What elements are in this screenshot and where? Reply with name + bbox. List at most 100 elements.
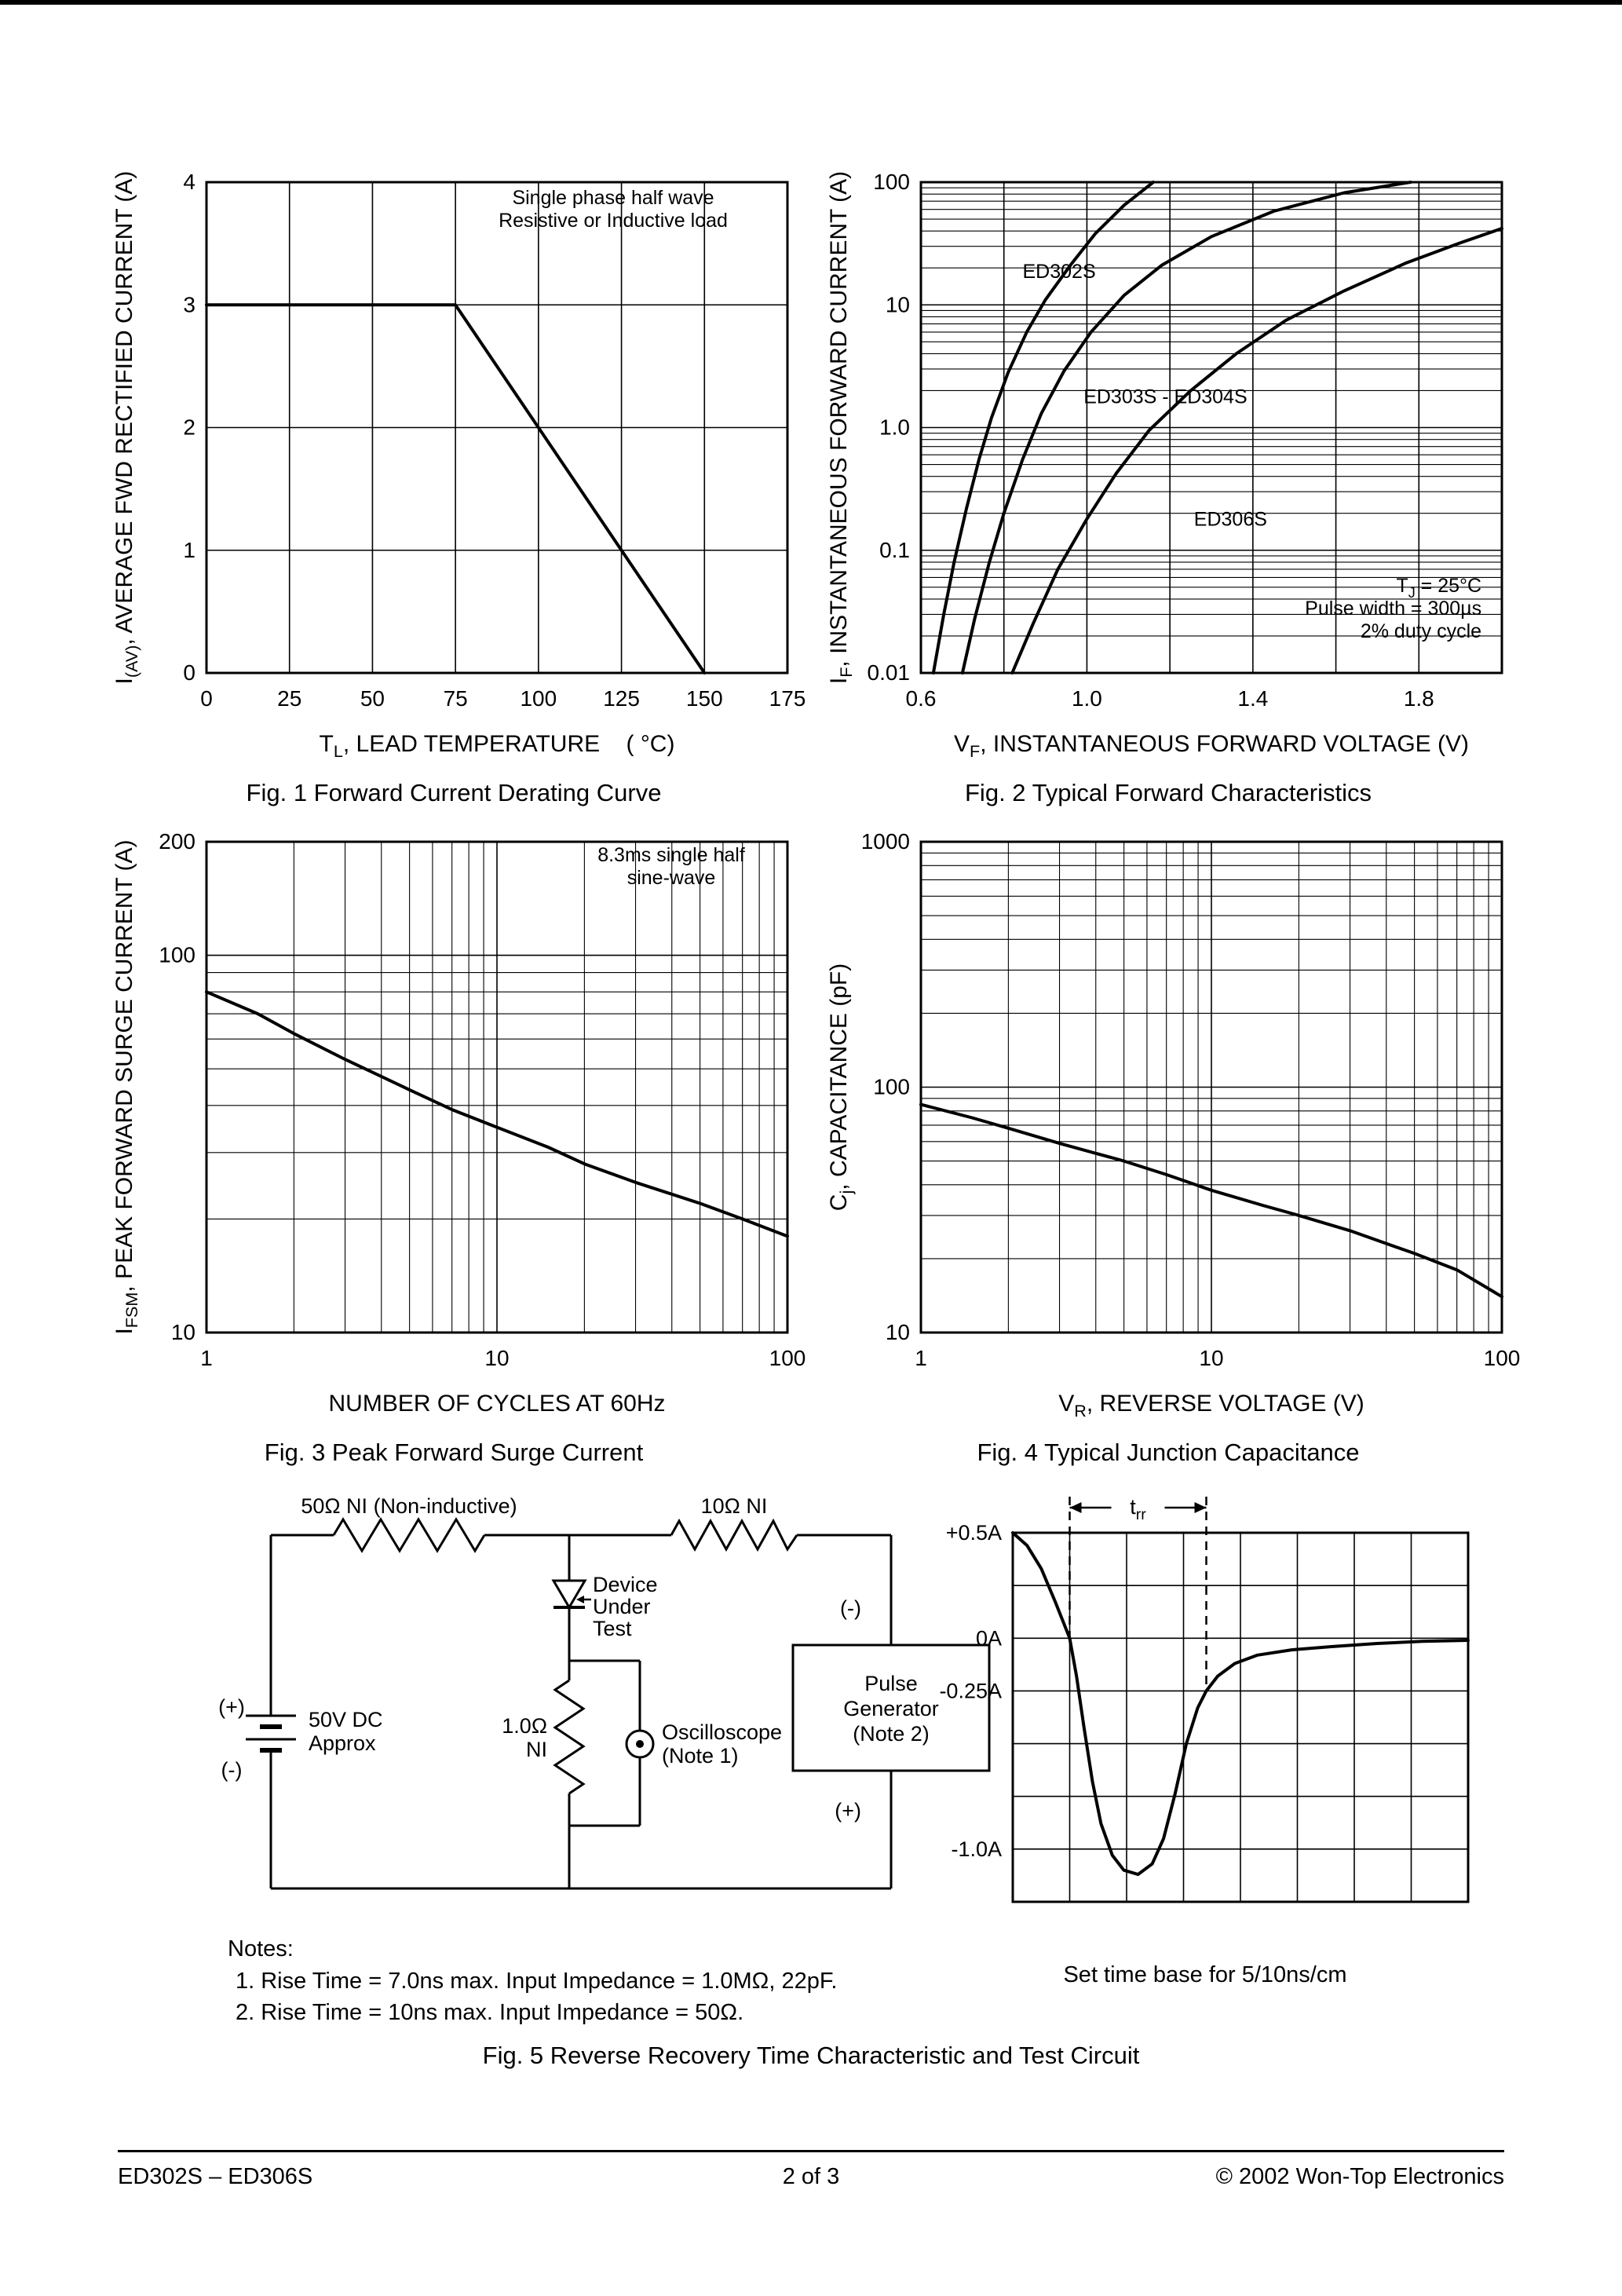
annotation: TJ = 25°C xyxy=(1396,575,1481,601)
y-axis-title: IFSM, PEAK FORWARD SURGE CURRENT (A) xyxy=(111,839,141,1334)
annotation: ED303S - ED304S xyxy=(1083,386,1247,408)
y-tick-label: +0.5A xyxy=(946,1521,1002,1545)
waveform-caption: Set time base for 5/10ns/cm xyxy=(1063,1962,1347,1987)
trr-arrowhead-left xyxy=(1069,1502,1082,1513)
curve-derating xyxy=(205,303,707,675)
x-tick-label: 1.8 xyxy=(1404,686,1434,711)
figure-1: 0 25 50 75 100 125 150 175 0 1 2 3 4 Single phase hal… xyxy=(100,149,807,807)
r1-label: 50Ω NI (Non-inductive) xyxy=(301,1494,517,1518)
plot-border xyxy=(1011,1531,1470,1903)
pg-minus-label: (-) xyxy=(840,1596,861,1620)
dut-label-line1: Device xyxy=(593,1573,658,1596)
battery-minus-label: (-) xyxy=(221,1758,243,1782)
curve-capacitance xyxy=(919,1102,1503,1299)
figure-3: 1 10 100 10 100 200 8.3ms single half sine-wave… xyxy=(100,809,807,1467)
x-tick-label: 50 xyxy=(360,686,385,711)
figure-4: 1 10 100 10 100 1000 VR, REVERSE VOLTAGE (V) Cj… xyxy=(815,809,1522,1467)
test-circuit-diagram: 50Ω NI (Non-inductive) 10Ω NI Device Und… xyxy=(218,1494,991,1890)
y-tick-label: 0.01 xyxy=(868,660,911,685)
trr-arrowhead-right xyxy=(1194,1502,1207,1513)
y-tick-label: 4 xyxy=(183,170,195,194)
curve-surge xyxy=(205,990,789,1238)
battery-plus-label: (+) xyxy=(218,1695,245,1719)
y-axis-title: Cj, CAPACITANCE (pF) xyxy=(826,963,856,1211)
y-tick-label: 10 xyxy=(886,292,910,316)
oscilloscope-label-line2: (Note 1) xyxy=(662,1744,739,1768)
trr-label: trr xyxy=(1130,1495,1146,1523)
x-tick-label: 0 xyxy=(200,686,213,711)
fig1-caption: Fig. 1 Forward Current Derating Curve xyxy=(246,779,662,806)
annotation: 8.3ms single half xyxy=(597,844,745,866)
diode-device-under-test xyxy=(551,1579,587,1610)
y-axis-title: I(AV), AVERAGE FWD RECTIFIED CURRENT (A) xyxy=(111,171,141,685)
x-tick-label: 125 xyxy=(603,686,640,711)
y-tick-label: 3 xyxy=(183,292,195,316)
y-tick-label: 0 xyxy=(183,660,195,685)
x-tick-label: 1.0 xyxy=(1072,686,1102,711)
x-axis-title: NUMBER OF CYCLES AT 60Hz xyxy=(329,1391,666,1417)
y-axis-title: IF, INSTANTANEOUS FORWARD CURRENT (A) xyxy=(826,171,856,684)
recovery-curve xyxy=(1011,1531,1470,1877)
footer: ED302S – ED306S 2 of 3 © 2002 Won-Top El… xyxy=(118,2164,1504,2195)
dut-label-line3: Test xyxy=(593,1617,632,1640)
fig2-chart: 0.6 1.0 1.4 1.8 0.01 0.1 1.0 10 100 ED302S ED303S … xyxy=(826,170,1503,761)
annotation: sine-wave xyxy=(627,867,716,889)
x-tick-label: 1 xyxy=(200,1346,213,1370)
note-2: 2. Rise Time = 10ns max. Input Impedance… xyxy=(236,2000,744,2026)
x-tick-label: 10 xyxy=(1199,1346,1223,1370)
x-axis-title: VF, INSTANTANEOUS FORWARD VOLTAGE (V) xyxy=(954,731,1469,761)
circuit-wiring xyxy=(269,1534,893,1890)
plot-border xyxy=(205,181,789,675)
r3-label-line2: NI xyxy=(526,1738,547,1761)
fig4-caption: Fig. 4 Typical Junction Capacitance xyxy=(977,1439,1360,1466)
resistor-r2 xyxy=(670,1518,798,1552)
battery-symbol xyxy=(246,1714,296,1753)
footer-part-number: ED302S – ED306S xyxy=(118,2164,313,2189)
pulse-generator-box xyxy=(791,1643,991,1772)
y-tick-label: 10 xyxy=(886,1320,910,1344)
footer-rule xyxy=(118,2150,1504,2152)
y-tick-label: 2 xyxy=(183,415,195,440)
pg-plus-label: (+) xyxy=(835,1799,861,1823)
y-tick-label: -0.25A xyxy=(939,1679,1002,1702)
y-tick-label: 100 xyxy=(873,170,910,194)
x-tick-label: 1.4 xyxy=(1237,686,1268,711)
footer-copyright: © 2002 Won-Top Electronics xyxy=(1215,2164,1504,2189)
annotation: ED306S xyxy=(1194,509,1267,531)
x-tick-label: 100 xyxy=(1484,1346,1521,1370)
figure-2: 0.6 1.0 1.4 1.8 0.01 0.1 1.0 10 100 ED302S ED303S … xyxy=(815,149,1522,807)
y-tick-label: 10 xyxy=(171,1320,195,1344)
y-tick-label: 1000 xyxy=(861,829,910,854)
annotation: Pulse width = 300µs xyxy=(1305,598,1481,620)
y-tick-label: 0.1 xyxy=(879,538,910,562)
curve-ED306S xyxy=(1010,226,1503,675)
fig3-caption: Fig. 3 Peak Forward Surge Current xyxy=(264,1439,644,1466)
fig5-caption: Fig. 5 Reverse Recovery Time Characteris… xyxy=(482,2042,1140,2069)
x-axis-title: VR, REVERSE VOLTAGE (V) xyxy=(1058,1391,1364,1420)
x-tick-label: 175 xyxy=(769,686,806,711)
fig2-caption: Fig. 2 Typical Forward Characteristics xyxy=(965,779,1372,806)
curve-ED303S-ED304S xyxy=(960,181,1412,675)
x-tick-label: 25 xyxy=(277,686,301,711)
fig5-notes: Notes: 1. Rise Time = 7.0ns max. Input I… xyxy=(228,1933,837,2029)
y-tick-label: 0A xyxy=(976,1626,1002,1650)
y-tick-label: -1.0A xyxy=(951,1837,1002,1861)
resistor-r1 xyxy=(332,1517,486,1553)
y-tick-label: 200 xyxy=(159,829,195,854)
oscilloscope-symbol xyxy=(625,1729,655,1759)
curve-ED302S xyxy=(931,181,1155,675)
annotation: Resistive or Inductive load xyxy=(499,210,728,232)
annotation: Single phase half wave xyxy=(512,187,714,209)
r2-label: 10Ω NI xyxy=(701,1494,768,1518)
battery-label-line1: 50V DC xyxy=(309,1708,383,1731)
battery-label-line2: Approx xyxy=(309,1731,376,1755)
y-tick-label: 100 xyxy=(159,943,195,967)
x-tick-label: 10 xyxy=(484,1346,509,1370)
x-tick-label: 100 xyxy=(769,1346,806,1370)
x-axis-title: TL, LEAD TEMPERATURE ( °C) xyxy=(320,731,675,761)
figure-5-circuit: 50Ω NI (Non-inductive) 10Ω NI Device Und… xyxy=(200,1480,1103,1924)
resistor-r3 xyxy=(553,1679,586,1795)
